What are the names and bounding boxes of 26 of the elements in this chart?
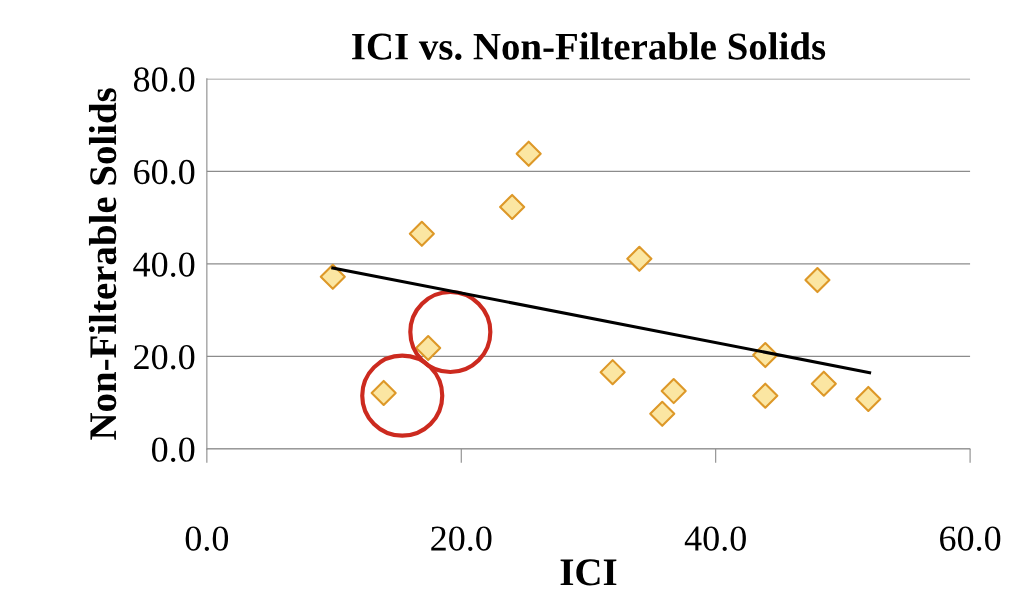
point	[415, 335, 442, 362]
x-tick-label: 40.0	[684, 526, 746, 551]
point	[370, 379, 397, 407]
x-tick-label: 60.0	[940, 526, 1001, 551]
y-tick-label: 60.0	[134, 159, 195, 185]
point	[804, 267, 831, 294]
point	[499, 193, 526, 221]
point	[649, 400, 676, 427]
point	[810, 370, 837, 397]
x-axis-title: ICI	[560, 559, 617, 586]
point	[515, 140, 542, 167]
x-tick-label: 20.0	[431, 526, 492, 551]
point	[626, 245, 653, 272]
y-axis-title: Non-Filterable Solids	[88, 88, 117, 440]
y-tick-label: 20.0	[134, 344, 195, 370]
point	[752, 382, 779, 409]
chart-title: ICI vs. Non-Filterable Solids	[352, 32, 826, 60]
x-tick-label: 0.0	[185, 526, 229, 551]
point	[660, 378, 687, 405]
y-tick-label: 40.0	[133, 252, 195, 277]
y-tick-label: 0.0	[151, 437, 195, 462]
point	[408, 220, 435, 247]
point	[319, 263, 346, 290]
point	[599, 359, 626, 386]
point	[855, 385, 882, 413]
y-tick-label: 80.0	[133, 67, 195, 92]
